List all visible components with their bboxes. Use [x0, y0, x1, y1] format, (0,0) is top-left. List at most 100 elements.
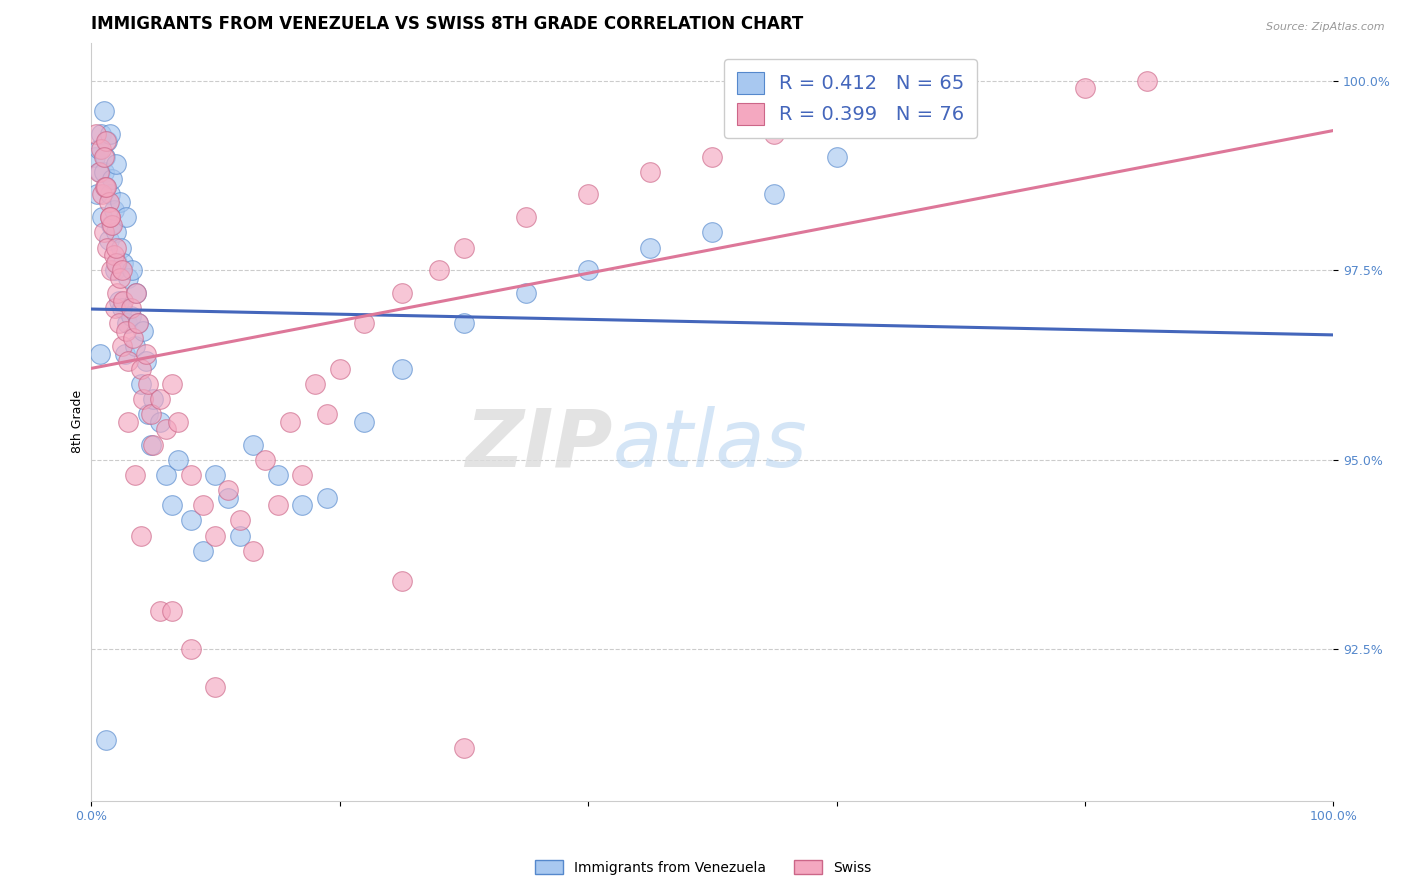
Point [103, 248, 125, 262]
Point [148, 415, 170, 429]
Point [180, 467, 202, 482]
Point [127, 316, 149, 330]
Point [155, 467, 177, 482]
Point [111, 339, 134, 353]
Point [191, 543, 214, 558]
Point [104, 301, 127, 315]
Point [93, 150, 115, 164]
Point [93, 165, 115, 179]
Point [135, 354, 157, 368]
Point [100, 218, 122, 232]
Point [90, 142, 112, 156]
Point [120, 301, 142, 315]
Point [112, 255, 135, 269]
Point [191, 498, 214, 512]
Point [160, 604, 183, 618]
Point [97, 195, 120, 210]
Point [229, 513, 252, 527]
Point [217, 483, 239, 497]
Point [155, 422, 177, 436]
Text: Source: ZipAtlas.com: Source: ZipAtlas.com [1267, 22, 1385, 32]
Point [93, 104, 115, 119]
Point [89, 346, 111, 360]
Point [391, 574, 413, 588]
Point [242, 543, 264, 558]
Point [125, 285, 148, 300]
Point [98, 210, 121, 224]
Point [98, 187, 121, 202]
Point [427, 263, 450, 277]
Point [98, 127, 121, 141]
Point [142, 437, 165, 451]
Point [108, 270, 131, 285]
Point [105, 157, 128, 171]
Point [94, 733, 117, 747]
Point [100, 263, 122, 277]
Point [142, 392, 165, 406]
Point [132, 392, 155, 406]
Point [129, 361, 152, 376]
Point [825, 150, 848, 164]
Point [124, 467, 146, 482]
Point [127, 316, 149, 330]
Point [111, 263, 134, 277]
Point [254, 452, 277, 467]
Point [278, 415, 301, 429]
Point [515, 210, 537, 224]
Point [87, 142, 110, 156]
Point [702, 225, 724, 239]
Point [107, 316, 129, 330]
Point [148, 604, 170, 618]
Point [353, 415, 375, 429]
Point [702, 150, 724, 164]
Point [125, 285, 148, 300]
Point [115, 210, 138, 224]
Point [217, 491, 239, 505]
Point [94, 150, 117, 164]
Point [122, 331, 145, 345]
Point [167, 415, 190, 429]
Point [515, 285, 537, 300]
Point [204, 467, 226, 482]
Point [638, 165, 661, 179]
Point [94, 180, 117, 194]
Point [105, 225, 128, 239]
Point [96, 240, 118, 254]
Point [132, 324, 155, 338]
Point [136, 376, 159, 391]
Point [136, 407, 159, 421]
Point [129, 376, 152, 391]
Point [108, 195, 131, 210]
Point [121, 263, 143, 277]
Point [93, 225, 115, 239]
Point [160, 498, 183, 512]
Point [98, 210, 121, 224]
Point [111, 301, 134, 315]
Point [110, 240, 132, 254]
Point [129, 528, 152, 542]
Point [96, 135, 118, 149]
Point [117, 415, 139, 429]
Point [117, 354, 139, 368]
Point [97, 233, 120, 247]
Point [103, 202, 125, 217]
Point [329, 361, 352, 376]
Point [105, 285, 128, 300]
Point [391, 285, 413, 300]
Text: IMMIGRANTS FROM VENEZUELA VS SWISS 8TH GRADE CORRELATION CHART: IMMIGRANTS FROM VENEZUELA VS SWISS 8TH G… [91, 15, 803, 33]
Point [1074, 81, 1097, 95]
Point [391, 361, 413, 376]
Y-axis label: 8th Grade: 8th Grade [72, 391, 84, 453]
Text: ZIP: ZIP [465, 406, 613, 483]
Point [180, 513, 202, 527]
Point [86, 187, 108, 202]
Point [180, 642, 202, 657]
Point [291, 498, 314, 512]
Point [89, 165, 111, 179]
Point [94, 180, 117, 194]
Point [107, 293, 129, 308]
Point [84, 150, 107, 164]
Point [949, 89, 972, 103]
Point [160, 376, 183, 391]
Point [229, 528, 252, 542]
